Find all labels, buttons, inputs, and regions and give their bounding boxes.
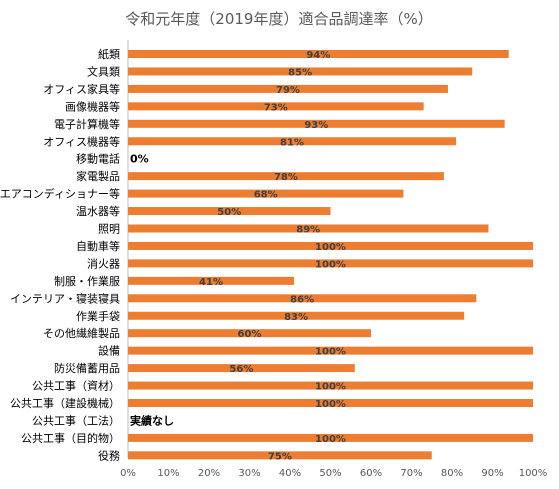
category-label: 公共工事（資材） <box>32 379 120 393</box>
x-tick-label: 100% <box>519 468 548 479</box>
category-label: オフィス機器等 <box>43 134 120 148</box>
data-label: 73% <box>264 102 288 113</box>
bar <box>128 311 465 320</box>
x-tick-label: 20% <box>198 468 220 479</box>
x-tick-label: 0% <box>120 468 136 479</box>
category-label: 家電製品 <box>76 169 120 183</box>
category-label: 照明 <box>98 223 120 236</box>
bar <box>128 399 533 407</box>
data-label: 93% <box>304 120 328 131</box>
category-label: 自動車等 <box>76 239 120 253</box>
category-label: 紙類 <box>98 47 120 61</box>
bar <box>128 84 448 93</box>
data-label: 79% <box>276 85 300 96</box>
data-label: 60% <box>238 329 262 340</box>
data-label: 41% <box>199 277 223 288</box>
category-label: 電子計算機等 <box>54 117 120 131</box>
category-label: 温水器等 <box>76 204 120 218</box>
category-label: エアコンディショナー等 <box>0 187 120 201</box>
data-label: 89% <box>296 225 320 236</box>
bar <box>128 102 424 111</box>
data-label: 0% <box>130 153 149 166</box>
category-label: 防災備蓄用品 <box>54 361 120 375</box>
data-label: 83% <box>284 312 308 323</box>
category-label: インテリア・寝装寝具 <box>10 291 120 305</box>
labels-layer: 紙類 94% 文具類 85% オフィス家具等 79% 画像機器等 73% 電子計算機等 93% オフ… <box>0 47 346 462</box>
bar <box>128 189 404 198</box>
data-label: 86% <box>290 294 314 305</box>
bar <box>128 294 477 303</box>
bar <box>128 119 505 128</box>
x-tick-label: 80% <box>441 468 463 479</box>
category-label: 移動電話 <box>76 152 120 166</box>
bar <box>128 207 331 216</box>
bar <box>128 433 533 442</box>
category-label: 公共工事（目的物） <box>21 431 120 445</box>
bar <box>128 259 533 268</box>
data-label: 85% <box>288 67 312 78</box>
category-label: オフィス家具等 <box>43 82 120 96</box>
data-label: 56% <box>229 364 253 375</box>
category-label: 消火器 <box>87 256 120 270</box>
x-tick-label: 30% <box>238 468 260 479</box>
x-tick-label: 10% <box>157 468 179 479</box>
bar <box>128 451 432 460</box>
category-label: 文具類 <box>87 64 120 78</box>
bar <box>128 276 295 285</box>
data-label: 100% <box>315 259 346 270</box>
data-label: 75% <box>268 451 292 462</box>
x-tick-label: 60% <box>360 468 382 479</box>
data-label: 100% <box>315 382 346 393</box>
category-label: 作業手袋 <box>76 309 120 323</box>
data-label: 78% <box>274 172 298 183</box>
bar <box>128 381 533 390</box>
x-tick-label: 90% <box>481 468 503 479</box>
bar <box>128 137 457 146</box>
data-label: 100% <box>315 347 346 358</box>
bar <box>128 67 473 76</box>
category-label: 画像機器等 <box>65 99 120 113</box>
category-label: その他繊維製品 <box>43 326 120 340</box>
x-tick-label: 40% <box>279 468 301 479</box>
bars-layer <box>128 50 533 460</box>
data-label: 100% <box>315 399 346 410</box>
data-label: 100% <box>315 434 346 445</box>
category-label: 公共工事（建設機械） <box>10 396 120 410</box>
bar <box>128 346 533 355</box>
category-label: 制服・作業服 <box>54 275 120 288</box>
chart-title: 令和元年度（2019年度）適合品調達率（%） <box>125 10 432 28</box>
bar <box>128 241 533 250</box>
x-tick-label: 70% <box>400 468 422 479</box>
data-label: 100% <box>315 242 346 253</box>
category-label: 設備 <box>98 344 120 358</box>
bar <box>128 329 371 338</box>
bar <box>128 364 355 373</box>
data-label: 50% <box>217 207 241 218</box>
category-label: 公共工事（工法） <box>32 413 120 427</box>
data-label: 94% <box>306 50 330 61</box>
bar <box>128 172 444 181</box>
x-tick-label: 50% <box>319 468 341 479</box>
bar <box>128 224 489 233</box>
bar <box>128 50 509 58</box>
data-label: 81% <box>280 137 304 148</box>
data-label: 68% <box>254 190 278 201</box>
category-label: 役務 <box>98 448 120 462</box>
data-label: 実績なし <box>130 413 174 427</box>
